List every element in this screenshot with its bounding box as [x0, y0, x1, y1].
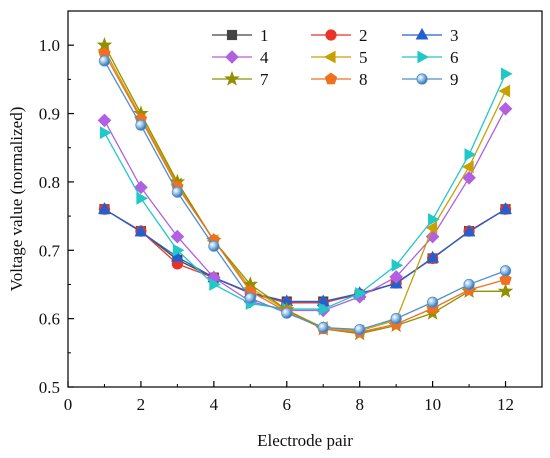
legend-item-6: 6 — [402, 48, 459, 67]
data-point — [208, 240, 220, 252]
y-tick-label: 1.0 — [39, 36, 60, 55]
data-point — [427, 296, 439, 308]
legend-label: 8 — [359, 70, 368, 89]
data-point — [428, 213, 440, 226]
x-tick-label: 0 — [64, 395, 73, 414]
data-point — [317, 321, 329, 334]
x-tick-label: 8 — [355, 395, 364, 414]
series-layer — [96, 36, 514, 341]
data-point — [209, 278, 221, 291]
legend-item-5: 5 — [311, 48, 368, 67]
legend-item-8: 8 — [311, 70, 368, 89]
data-point — [135, 119, 147, 131]
legend-item-4: 4 — [212, 48, 269, 67]
legend-marker — [324, 72, 338, 85]
data-point — [170, 250, 184, 262]
y-tick-label: 0.8 — [39, 173, 60, 192]
legend-label: 7 — [260, 70, 269, 89]
data-point — [499, 202, 512, 214]
x-tick-label: 6 — [283, 395, 292, 414]
data-point — [281, 307, 293, 319]
data-point — [318, 302, 331, 316]
legend: 1 2 3 4 5 6 7 8 9 — [212, 26, 459, 89]
data-point — [136, 191, 148, 205]
legend-item-2: 2 — [311, 26, 368, 45]
data-point — [499, 265, 512, 277]
legend-item-1: 1 — [212, 26, 269, 45]
data-point — [170, 229, 185, 244]
x-axis-ticks: 0 2 4 6 8 10 12 — [64, 381, 543, 414]
legend-marker — [417, 50, 430, 64]
legend-label: 5 — [359, 48, 368, 67]
legend-label: 9 — [450, 70, 459, 89]
data-point — [498, 84, 511, 98]
data-point — [462, 224, 476, 237]
data-point — [134, 180, 148, 195]
legend-label: 2 — [359, 26, 368, 45]
data-point — [464, 148, 477, 161]
data-point — [498, 101, 513, 116]
data-point — [463, 278, 475, 291]
data-point — [391, 258, 404, 272]
series-line — [103, 44, 506, 335]
data-point — [355, 286, 367, 300]
data-point — [497, 283, 514, 298]
data-point — [462, 171, 476, 185]
data-point — [425, 221, 438, 235]
data-point — [390, 313, 402, 325]
legend-marker — [224, 70, 240, 86]
data-point — [171, 186, 183, 198]
legend-item-7: 7 — [212, 70, 269, 89]
data-point — [98, 55, 111, 67]
legend-label: 3 — [450, 26, 459, 45]
data-point — [172, 243, 185, 257]
legend-marker — [226, 29, 238, 41]
data-point — [244, 292, 256, 304]
y-tick-label: 0.9 — [39, 105, 60, 124]
y-tick-label: 0.6 — [39, 310, 60, 329]
series-line — [103, 73, 507, 310]
legend-label: 1 — [260, 26, 269, 45]
legend-marker — [416, 73, 428, 85]
y-tick-label: 0.7 — [39, 241, 61, 260]
series-9 — [98, 55, 512, 336]
series-line — [103, 60, 506, 331]
x-tick-label: 12 — [497, 395, 514, 414]
data-point — [500, 67, 513, 81]
series-line — [103, 108, 507, 312]
data-point — [389, 270, 403, 284]
data-point — [426, 250, 440, 263]
y-axis-title: Voltage value (normalized) — [7, 107, 26, 292]
data-point — [98, 202, 111, 214]
legend-marker — [415, 27, 429, 40]
plot-frame — [67, 10, 543, 388]
series-line — [104, 208, 506, 303]
legend-marker — [323, 50, 336, 64]
data-point — [97, 113, 112, 128]
x-tick-label: 4 — [210, 395, 219, 414]
data-point — [499, 273, 512, 285]
legend-item-3: 3 — [402, 26, 459, 45]
y-axis-ticks: 0.5 0.6 0.7 0.8 0.9 1.0 — [39, 36, 74, 397]
legend-marker — [225, 50, 239, 64]
data-point — [462, 160, 474, 174]
data-point — [425, 229, 440, 244]
legend-item-9: 9 — [402, 70, 459, 89]
x-tick-label: 10 — [424, 395, 441, 414]
data-point — [134, 224, 148, 237]
legend-marker — [325, 29, 337, 41]
legend-label: 6 — [450, 48, 459, 67]
data-point — [354, 323, 366, 336]
data-point — [99, 126, 112, 140]
x-axis-title: Electrode pair — [257, 431, 353, 450]
legend-label: 4 — [260, 48, 269, 67]
x-tick-label: 2 — [137, 395, 146, 414]
y-tick-label: 0.5 — [39, 378, 60, 397]
